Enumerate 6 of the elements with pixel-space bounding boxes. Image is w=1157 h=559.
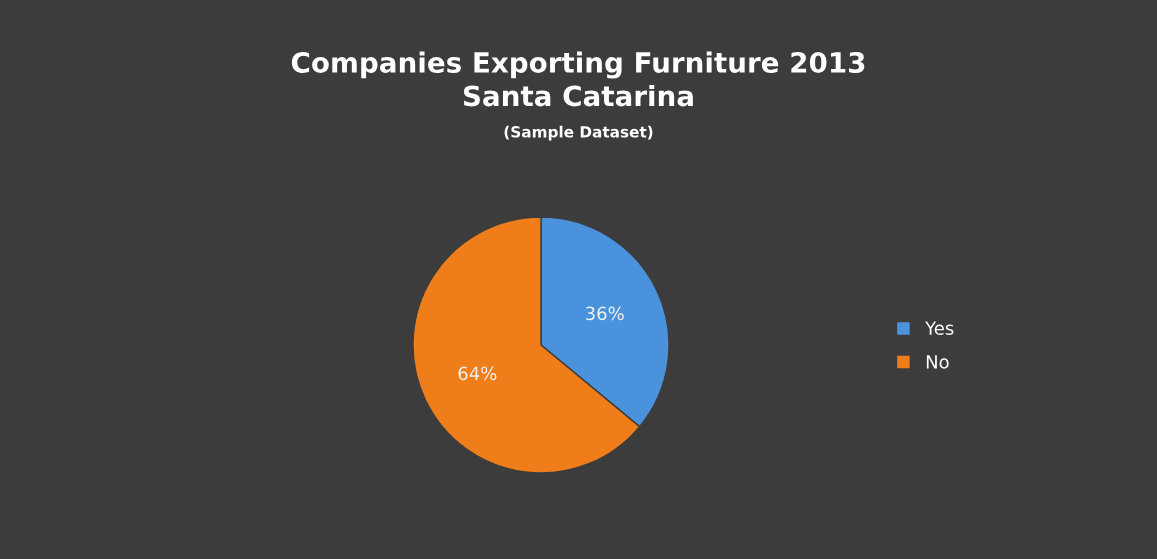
legend-label: No [926, 355, 949, 369]
data-label: 36% [586, 306, 624, 321]
legend-label: Yes [925, 321, 954, 335]
data-label: 64% [458, 366, 497, 381]
chart-title: Companies Exporting Furniture 2013 Santa Catarina [291, 51, 865, 107]
chart-subtitle: (Sample Dataset) [504, 125, 653, 141]
